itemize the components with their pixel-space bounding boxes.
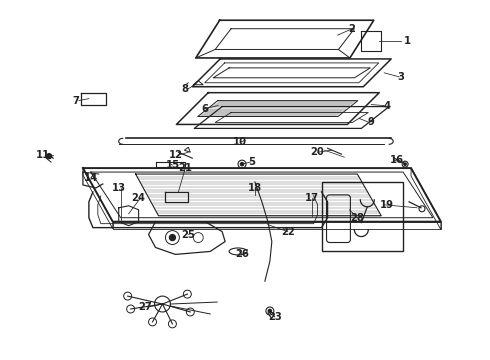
Text: 19: 19 <box>380 200 394 210</box>
Text: 4: 4 <box>384 100 391 111</box>
Text: 24: 24 <box>132 193 146 203</box>
Text: 17: 17 <box>305 193 318 203</box>
Text: 25: 25 <box>181 230 195 239</box>
Text: 7: 7 <box>73 96 79 105</box>
Circle shape <box>170 235 175 240</box>
Circle shape <box>404 163 406 165</box>
Circle shape <box>47 154 51 159</box>
Text: 12: 12 <box>169 150 182 160</box>
Text: 20: 20 <box>311 147 324 157</box>
Text: 9: 9 <box>368 117 375 127</box>
Bar <box>321 182 403 251</box>
Text: 26: 26 <box>235 249 249 260</box>
Text: 13: 13 <box>112 183 126 193</box>
Text: 15: 15 <box>165 160 179 170</box>
Text: 28: 28 <box>350 213 364 223</box>
Text: 11: 11 <box>36 150 50 160</box>
Text: 3: 3 <box>398 72 405 82</box>
Text: 16: 16 <box>390 155 404 165</box>
Circle shape <box>268 309 271 312</box>
Text: 2: 2 <box>348 24 355 34</box>
Text: 27: 27 <box>139 302 152 312</box>
Text: 1: 1 <box>403 36 411 46</box>
Text: 10: 10 <box>233 137 247 147</box>
Text: 6: 6 <box>202 104 209 113</box>
Text: 23: 23 <box>268 312 282 322</box>
Text: 14: 14 <box>84 173 98 183</box>
Text: 5: 5 <box>248 157 255 167</box>
Text: 8: 8 <box>182 84 189 94</box>
Text: 18: 18 <box>248 183 262 193</box>
Text: 21: 21 <box>178 163 193 173</box>
Circle shape <box>241 162 244 166</box>
Text: 22: 22 <box>281 226 294 237</box>
